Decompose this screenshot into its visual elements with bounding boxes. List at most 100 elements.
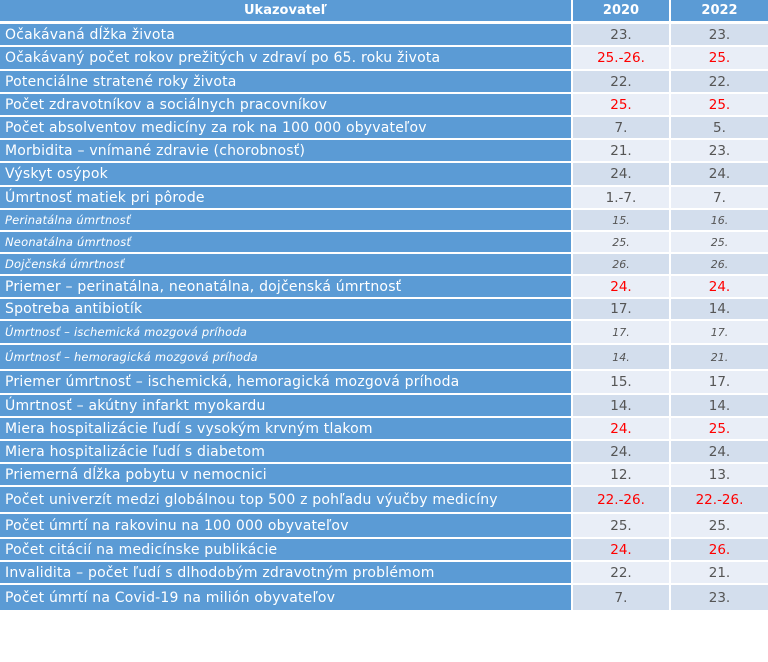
rank-2020: 25. bbox=[573, 514, 671, 539]
rank-2022: 24. bbox=[671, 441, 768, 464]
indicator-label: Úmrtnosť – hemoragická mozgová príhoda bbox=[0, 345, 573, 371]
table-row: Priemer úmrtnosť – ischemická, hemoragic… bbox=[0, 371, 768, 395]
indicator-label: Priemer – perinatálna, neonatálna, dojče… bbox=[0, 276, 573, 299]
indicator-label: Miera hospitalizácie ľudí s diabetom bbox=[0, 441, 573, 464]
table-row: Priemerná dĺžka pobytu v nemocnici 12. 13. bbox=[0, 464, 768, 487]
table-row: Počet citácií na medicínske publikácie 24… bbox=[0, 539, 768, 562]
table-row: Počet absolventov medicíny za rok na 100… bbox=[0, 117, 768, 140]
header-row: Ukazovateľ 2020 2022 bbox=[0, 0, 768, 24]
rank-2022: 17. bbox=[671, 371, 768, 395]
indicator-label: Potenciálne stratené roky života bbox=[0, 71, 573, 94]
rank-2022: 21. bbox=[671, 345, 768, 371]
indicator-label: Perinatálna úmrtnosť bbox=[0, 210, 573, 232]
table-row: Potenciálne stratené roky života 22. 22. bbox=[0, 71, 768, 94]
rank-2022: 23. bbox=[671, 140, 768, 163]
rank-2020: 25. bbox=[573, 232, 671, 254]
rank-2022: 22.-26. bbox=[671, 487, 768, 514]
rank-2022: 24. bbox=[671, 276, 768, 299]
indicator-label: Spotreba antibiotík bbox=[0, 299, 573, 321]
table-row: Úmrtnosť matiek pri pôrode 1.-7. 7. bbox=[0, 187, 768, 210]
rank-2020: 14. bbox=[573, 395, 671, 418]
rank-2022: 21. bbox=[671, 562, 768, 585]
rank-2022: 13. bbox=[671, 464, 768, 487]
rank-2022: 7. bbox=[671, 187, 768, 210]
table-row: Morbidita – vnímané zdravie (chorobnosť)… bbox=[0, 140, 768, 163]
rank-2020: 24. bbox=[573, 163, 671, 187]
table-row: Priemer – perinatálna, neonatálna, dojče… bbox=[0, 276, 768, 299]
rank-2020: 17. bbox=[573, 321, 671, 345]
ranking-table: Ukazovateľ 2020 2022 Očakávaná dĺžka živ… bbox=[0, 0, 768, 612]
rank-2020: 22. bbox=[573, 71, 671, 94]
indicator-label: Úmrtnosť – ischemická mozgová príhoda bbox=[0, 321, 573, 345]
table-row: Očakávaný počet rokov prežitých v zdraví… bbox=[0, 47, 768, 71]
indicator-label: Počet zdravotníkov a sociálnych pracovní… bbox=[0, 94, 573, 117]
rank-2020: 12. bbox=[573, 464, 671, 487]
rank-2020: 25. bbox=[573, 94, 671, 117]
indicator-label: Neonatálna úmrtnosť bbox=[0, 232, 573, 254]
indicator-label: Výskyt osýpok bbox=[0, 163, 573, 187]
rank-2022: 25. bbox=[671, 232, 768, 254]
table-row: Dojčenská úmrtnosť 26. 26. bbox=[0, 254, 768, 276]
rank-2022: 25. bbox=[671, 514, 768, 539]
rank-2022: 22. bbox=[671, 71, 768, 94]
indicator-label: Miera hospitalizácie ľudí s vysokým krvn… bbox=[0, 418, 573, 441]
rank-2022: 14. bbox=[671, 299, 768, 321]
rank-2022: 17. bbox=[671, 321, 768, 345]
rank-2020: 17. bbox=[573, 299, 671, 321]
indicator-label: Počet absolventov medicíny za rok na 100… bbox=[0, 117, 573, 140]
rank-2022: 25. bbox=[671, 47, 768, 71]
indicator-label: Očakávaná dĺžka života bbox=[0, 24, 573, 47]
indicator-label: Počet úmrtí na Covid-19 na milión obyvat… bbox=[0, 585, 573, 612]
rank-2022: 25. bbox=[671, 418, 768, 441]
rank-2020: 24. bbox=[573, 441, 671, 464]
indicator-label: Počet citácií na medicínske publikácie bbox=[0, 539, 573, 562]
rank-2020: 15. bbox=[573, 210, 671, 232]
indicator-label: Očakávaný počet rokov prežitých v zdraví… bbox=[0, 47, 573, 71]
table-row: Miera hospitalizácie ľudí s diabetom 24. 2… bbox=[0, 441, 768, 464]
table-row: Úmrtnosť – hemoragická mozgová príhoda 14… bbox=[0, 345, 768, 371]
rank-2022: 14. bbox=[671, 395, 768, 418]
table-row: Počet univerzít medzi globálnou top 500 … bbox=[0, 487, 768, 514]
header-year-2022: 2022 bbox=[671, 0, 768, 24]
rank-2020: 23. bbox=[573, 24, 671, 47]
indicator-label: Priemer úmrtnosť – ischemická, hemoragic… bbox=[0, 371, 573, 395]
rank-2020: 15. bbox=[573, 371, 671, 395]
rank-2022: 26. bbox=[671, 254, 768, 276]
header-indicator: Ukazovateľ bbox=[0, 0, 573, 24]
header-year-2020: 2020 bbox=[573, 0, 671, 24]
rank-2020: 22.-26. bbox=[573, 487, 671, 514]
rank-2020: 22. bbox=[573, 562, 671, 585]
rank-2020: 7. bbox=[573, 585, 671, 612]
table-row: Invalidita – počet ľudí s dlhodobým zdra… bbox=[0, 562, 768, 585]
rank-2022: 23. bbox=[671, 585, 768, 612]
indicator-label: Priemerná dĺžka pobytu v nemocnici bbox=[0, 464, 573, 487]
rank-2022: 26. bbox=[671, 539, 768, 562]
rank-2022: 25. bbox=[671, 94, 768, 117]
rank-2020: 1.-7. bbox=[573, 187, 671, 210]
indicator-label: Morbidita – vnímané zdravie (chorobnosť) bbox=[0, 140, 573, 163]
indicator-label: Invalidita – počet ľudí s dlhodobým zdra… bbox=[0, 562, 573, 585]
table-row: Perinatálna úmrtnosť 15. 16. bbox=[0, 210, 768, 232]
table-row: Očakávaná dĺžka života 23. 23. bbox=[0, 24, 768, 47]
table-row: Počet úmrtí na Covid-19 na milión obyvat… bbox=[0, 585, 768, 612]
rank-2020: 24. bbox=[573, 276, 671, 299]
rank-2022: 5. bbox=[671, 117, 768, 140]
table-body: Očakávaná dĺžka života 23. 23. Očakávaný po… bbox=[0, 24, 768, 612]
rank-2020: 26. bbox=[573, 254, 671, 276]
rank-2020: 14. bbox=[573, 345, 671, 371]
indicator-label: Úmrtnosť matiek pri pôrode bbox=[0, 187, 573, 210]
rank-2022: 24. bbox=[671, 163, 768, 187]
table-row: Úmrtnosť – ischemická mozgová príhoda 17.… bbox=[0, 321, 768, 345]
rank-2022: 16. bbox=[671, 210, 768, 232]
rank-2020: 21. bbox=[573, 140, 671, 163]
rank-2020: 24. bbox=[573, 418, 671, 441]
table-row: Počet úmrtí na rakovinu na 100 000 obyva… bbox=[0, 514, 768, 539]
indicator-label: Úmrtnosť – akútny infarkt myokardu bbox=[0, 395, 573, 418]
indicator-label: Počet úmrtí na rakovinu na 100 000 obyva… bbox=[0, 514, 573, 539]
table-row: Neonatálna úmrtnosť 25. 25. bbox=[0, 232, 768, 254]
rank-2020: 25.-26. bbox=[573, 47, 671, 71]
table-row: Miera hospitalizácie ľudí s vysokým krvn… bbox=[0, 418, 768, 441]
table-row: Počet zdravotníkov a sociálnych pracovní… bbox=[0, 94, 768, 117]
rank-2022: 23. bbox=[671, 24, 768, 47]
table-row: Úmrtnosť – akútny infarkt myokardu 14. 14. bbox=[0, 395, 768, 418]
